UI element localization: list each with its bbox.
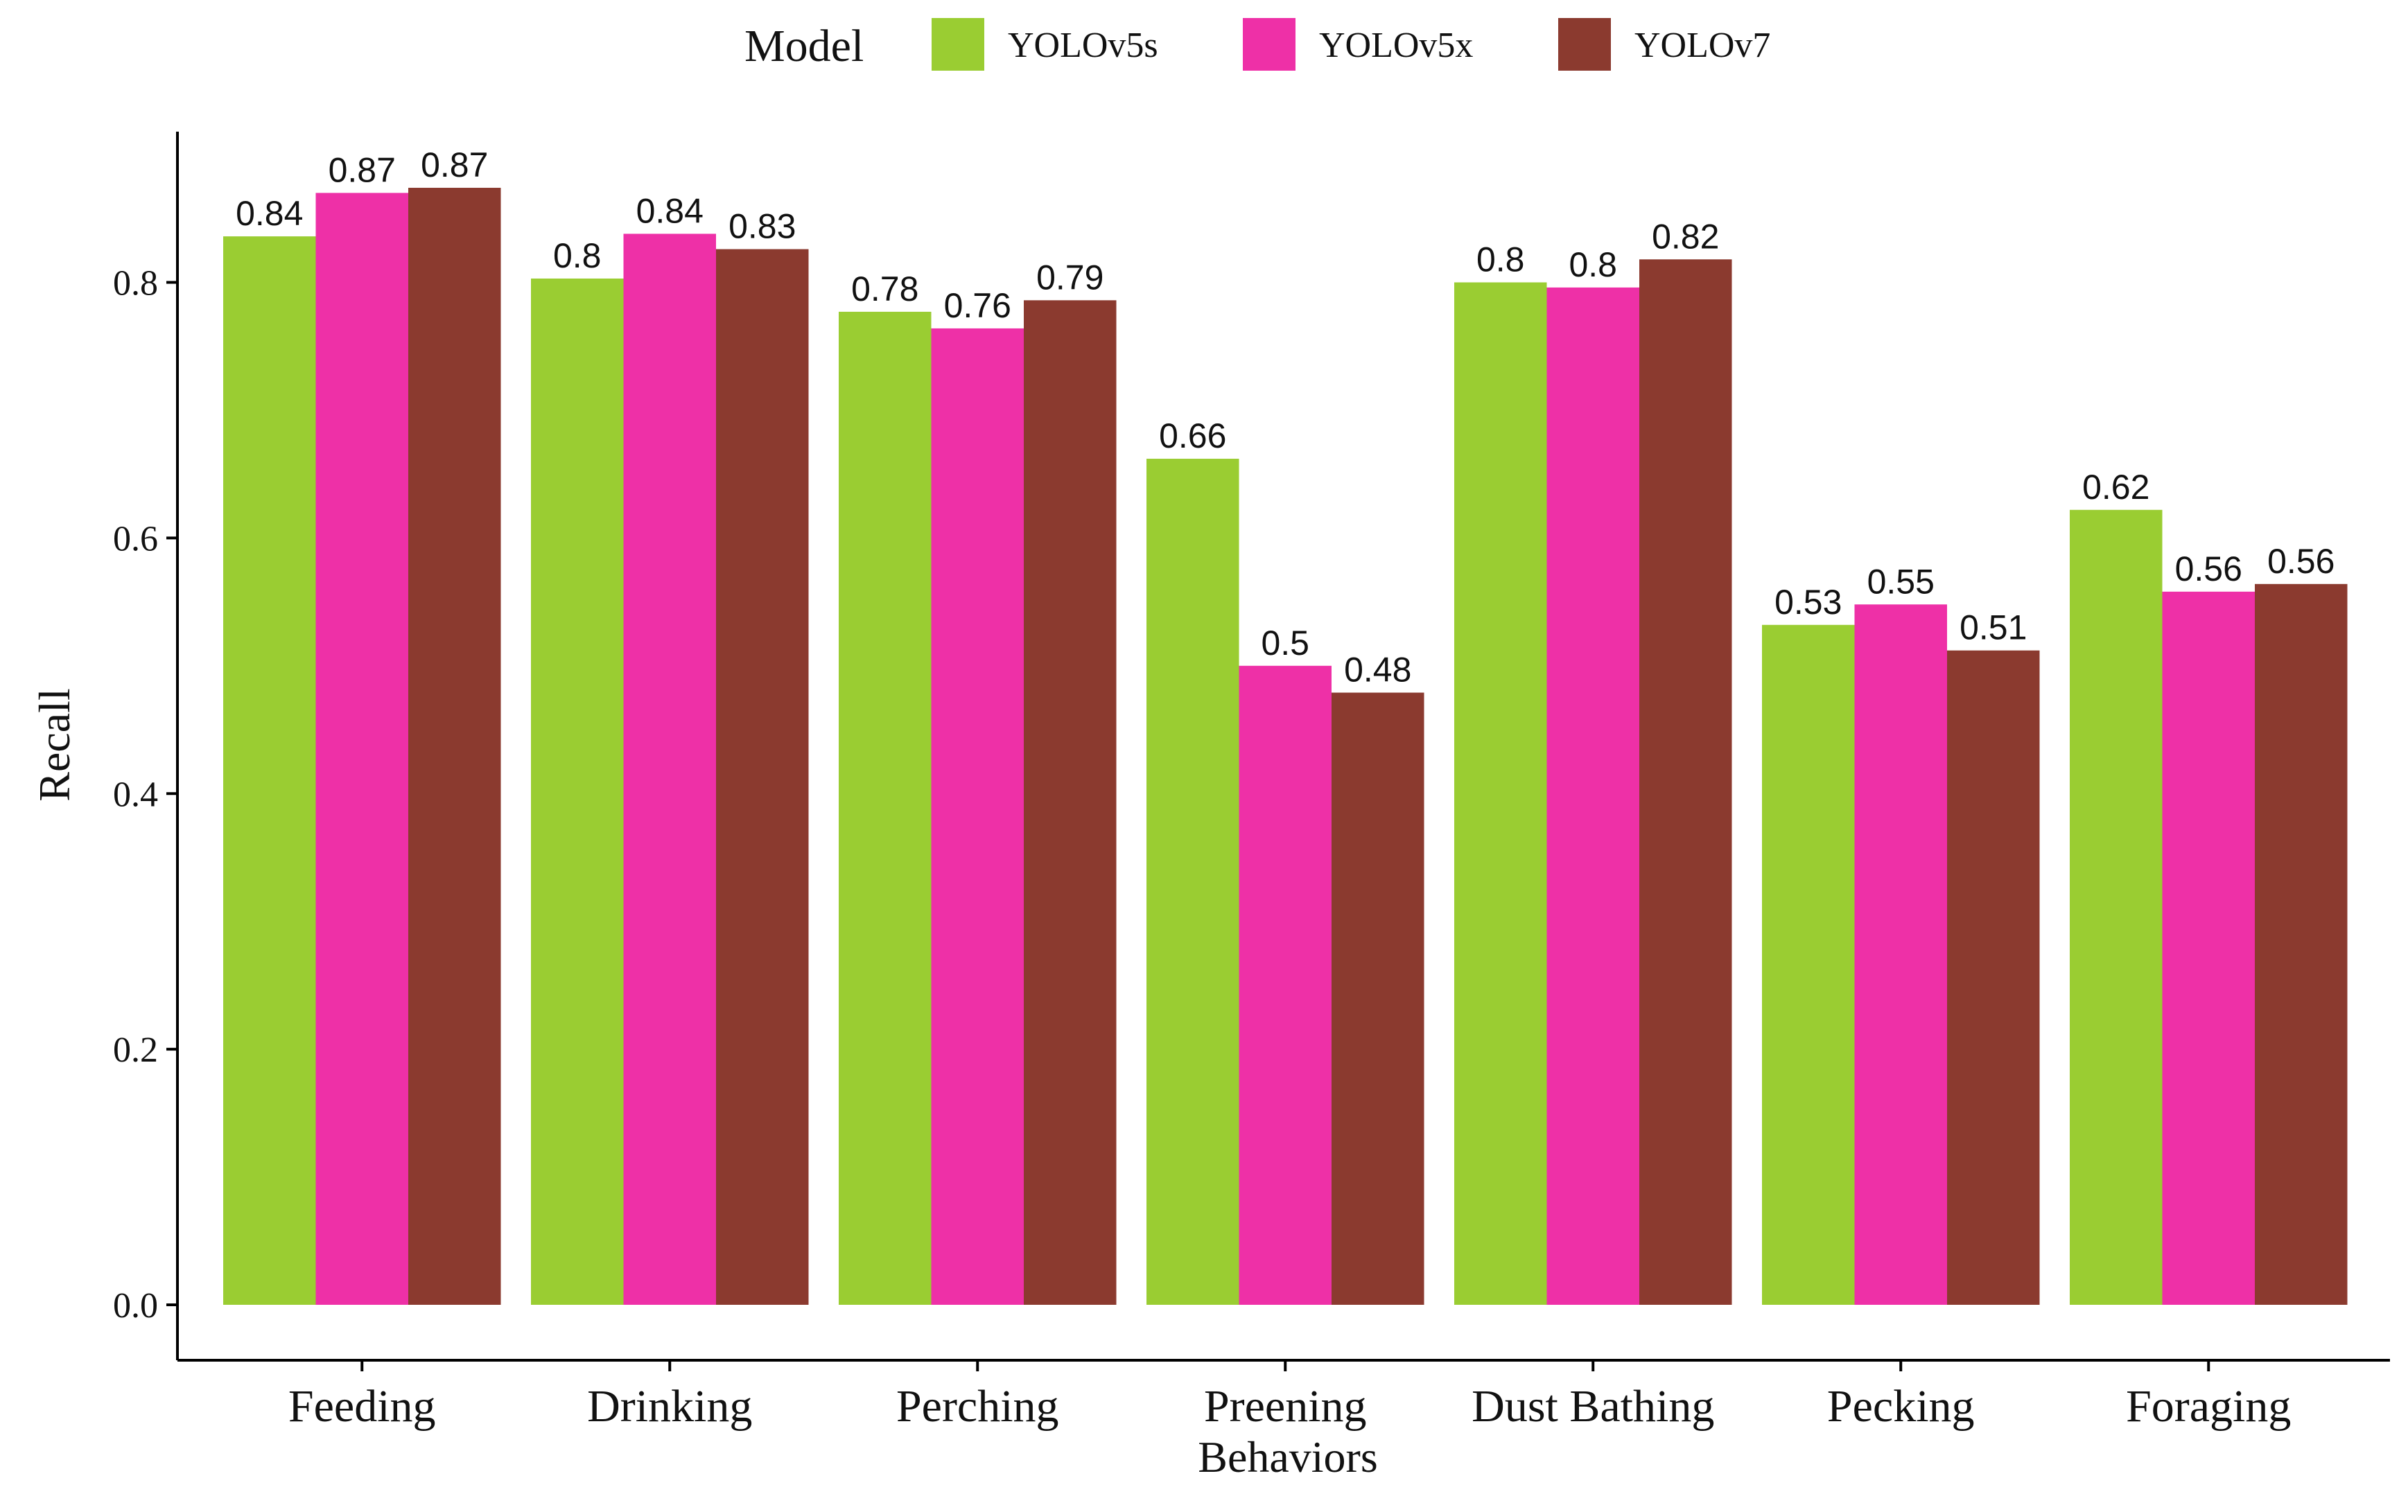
x-tick-label: Pecking [1827, 1381, 1975, 1432]
bar-drinking-yolov5x [623, 234, 716, 1305]
legend-key-yolov5s [932, 18, 984, 71]
bar-feeding-yolov7 [408, 188, 501, 1305]
y-axis: 0.0 0.2 0.4 0.6 0.8 [113, 132, 179, 1360]
data-label: 0.8 [1569, 245, 1617, 284]
x-tick-label: Feeding [288, 1381, 436, 1432]
plot-area: 0.84 0.87 0.87 0.8 0.84 0.83 0.78 0.76 0.79 0.66 0… [113, 132, 2390, 1432]
x-axis-title: Behaviors [1198, 1432, 1378, 1482]
data-label: 0.84 [236, 194, 303, 233]
data-label: 0.83 [728, 207, 796, 246]
legend-key-yolov5x [1243, 18, 1295, 71]
data-label: 0.51 [1960, 608, 2027, 647]
data-label: 0.87 [421, 146, 488, 184]
bar-dust-bathing-yolov5x [1546, 287, 1639, 1306]
bar-foraging-yolov5s [2070, 509, 2163, 1305]
data-label: 0.79 [1036, 258, 1103, 297]
y-tick-label: 0.6 [113, 519, 158, 559]
bar-perching-yolov7 [1024, 300, 1117, 1305]
legend-label-yolov5x: YOLOv5x [1319, 26, 1473, 65]
data-label: 0.76 [944, 286, 1011, 325]
bars-layer [223, 188, 2348, 1306]
bar-drinking-yolov7 [716, 249, 809, 1305]
x-axis: Feeding Drinking Perching Preening Dust Bath… [177, 1359, 2390, 1432]
bar-pecking-yolov5s [1762, 624, 1855, 1305]
bar-pecking-yolov5x [1854, 604, 1947, 1305]
bar-perching-yolov5x [931, 328, 1024, 1306]
x-tick-label: Preening [1204, 1381, 1367, 1432]
y-tick-label: 0.0 [113, 1286, 158, 1326]
bar-preening-yolov7 [1332, 692, 1424, 1305]
data-label: 0.62 [2082, 468, 2149, 507]
data-label: 0.66 [1159, 416, 1226, 455]
bar-drinking-yolov5s [531, 278, 624, 1305]
data-label: 0.82 [1652, 217, 1719, 256]
y-axis-title: Recall [30, 688, 79, 801]
data-label: 0.84 [636, 191, 704, 230]
y-tick-label: 0.2 [113, 1030, 158, 1070]
data-label: 0.56 [2267, 542, 2335, 581]
y-tick-label: 0.8 [113, 264, 158, 304]
bar-feeding-yolov5s [223, 236, 316, 1305]
legend-label-yolov5s: YOLOv5s [1008, 26, 1158, 65]
bar-dust-bathing-yolov5s [1454, 282, 1547, 1305]
bar-feeding-yolov5x [315, 193, 408, 1305]
data-label: 0.8 [1476, 240, 1525, 279]
data-label: 0.53 [1774, 583, 1842, 622]
bar-foraging-yolov5x [2162, 591, 2255, 1305]
data-label: 0.78 [851, 270, 918, 308]
x-tick-label: Perching [896, 1381, 1059, 1432]
legend-key-yolov7 [1558, 18, 1611, 71]
legend: Model YOLOv5s YOLOv5x YOLOv7 [744, 18, 1770, 71]
legend-title: Model [744, 21, 864, 71]
bar-pecking-yolov7 [1947, 650, 2040, 1305]
x-tick-label: Foraging [2126, 1381, 2291, 1432]
x-tick-label: Dust Bathing [1472, 1381, 1714, 1432]
y-tick-label: 0.4 [113, 775, 158, 814]
bar-preening-yolov5s [1146, 459, 1239, 1306]
data-label: 0.55 [1867, 562, 1935, 601]
data-label: 0.5 [1261, 624, 1309, 662]
data-labels-layer: 0.84 0.87 0.87 0.8 0.84 0.83 0.78 0.76 0.79 0.66 0… [236, 146, 2335, 689]
data-label: 0.8 [553, 236, 602, 275]
bar-perching-yolov5s [839, 311, 932, 1305]
data-label: 0.87 [329, 150, 396, 189]
bar-dust-bathing-yolov7 [1639, 259, 1732, 1305]
data-label: 0.56 [2175, 550, 2242, 588]
bar-preening-yolov5x [1239, 665, 1332, 1305]
bar-foraging-yolov7 [2255, 583, 2348, 1306]
x-tick-label: Drinking [587, 1381, 752, 1432]
legend-label-yolov7: YOLOv7 [1634, 26, 1770, 65]
data-label: 0.48 [1344, 651, 1411, 689]
